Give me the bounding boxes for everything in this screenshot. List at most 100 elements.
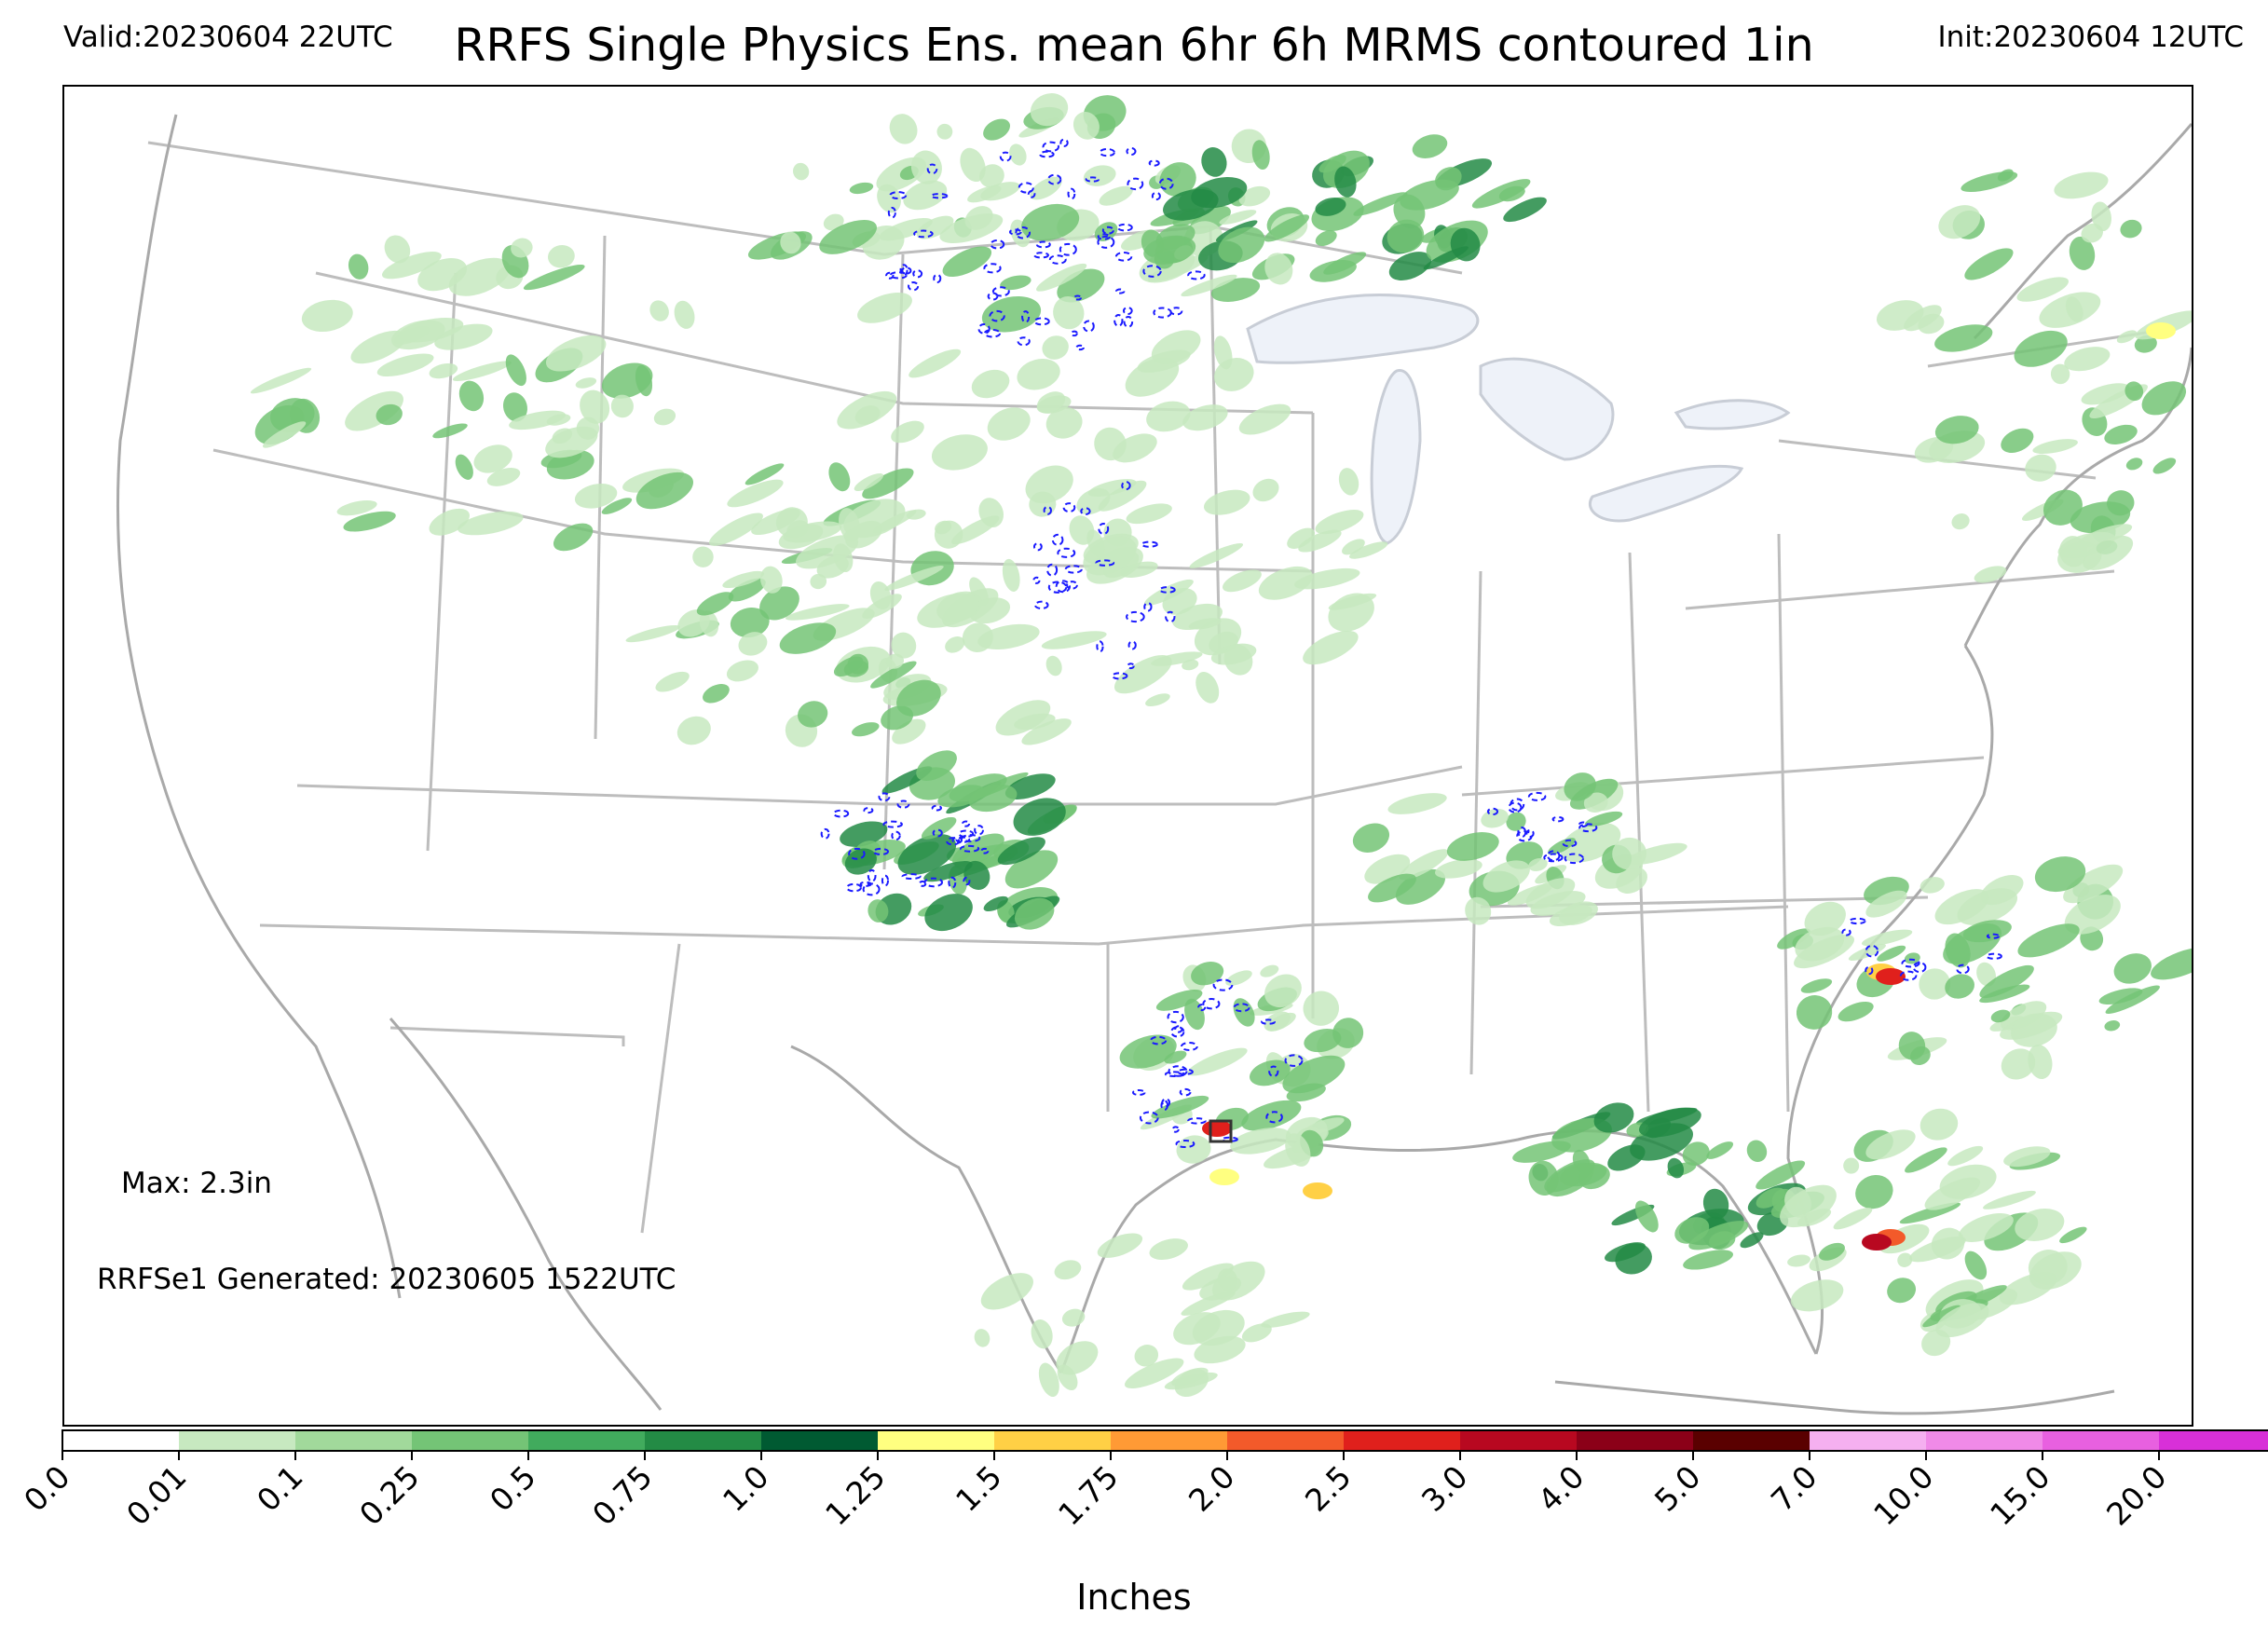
colorbar-outline [61,1429,2268,1452]
precip-cell [2017,923,2080,958]
precip-cell [2058,536,2088,567]
state-border [1469,570,1482,1075]
colorbar-tick-label: 2.5 [1298,1458,1359,1519]
contour-1in [901,266,912,275]
precip-cell [828,462,851,492]
contour-1in [891,830,901,841]
precip-cell [868,899,889,922]
contour-1in [1099,147,1115,157]
contour-1in [1143,602,1153,612]
precip-cell [977,623,1040,649]
precip-cell [1979,964,2034,999]
precip-cell [2069,236,2096,270]
precip-cell [969,597,1011,624]
contour-1in [845,882,862,893]
precip-cell [382,252,442,280]
contour-1in [1122,307,1133,316]
precip-cell [917,593,979,628]
precip-cell [1056,1341,1099,1375]
precip-cell [1029,491,1057,517]
colorbar-segment [761,1430,878,1451]
precip-cell [574,484,618,509]
contour-1in [889,271,908,280]
precip-cell [1974,566,2007,583]
contour-1in [959,844,980,853]
precip-cell [1264,974,1302,1008]
contour-1in [1018,182,1034,194]
precip-cell [1238,185,1271,207]
contour-1in [1055,580,1072,594]
contour-1in [1097,233,1111,240]
precip-cell [1145,693,1170,707]
state-border [389,1026,625,1046]
precip-cell [1146,401,1191,432]
contour-1in [848,847,866,860]
contour-1in [1171,1126,1180,1133]
precip-cell [1176,1135,1211,1164]
precip-cell [1143,235,1196,265]
precip-cell [1838,1001,1874,1022]
precip-cell [601,498,633,514]
precip-cell [798,701,828,728]
contour-1in [1067,187,1076,200]
precip-cell [677,608,710,637]
precip-cell [1323,252,1367,275]
coastline [790,1045,1063,1374]
contour-1in [987,292,999,301]
precip-cell [1951,513,1970,530]
precip-cell [2064,347,2111,372]
precip-cell [949,773,1007,802]
precip-cell [429,362,458,379]
precip-cell [1584,811,1623,827]
precip-cell [1605,1242,1646,1263]
contour-1in [908,281,920,292]
contour-1in [1116,223,1133,232]
precip-cell [978,498,1004,527]
precip-cell [974,1329,991,1347]
colorbar-tick-label: 10.0 [1866,1458,1941,1533]
contour-1in [1177,1068,1194,1075]
precip-cell [1796,995,1833,1030]
state-border [259,905,1789,946]
precip-cell [1252,478,1279,502]
contour-1in [1033,600,1049,609]
precip-cell [1338,468,1359,496]
precip-cell [1203,489,1250,515]
precip-cell [452,361,512,382]
contour-1in [1174,1025,1183,1033]
contour-1in [1261,1018,1276,1025]
precip-cell [1819,1242,1845,1261]
precip-cell [1126,503,1172,525]
precip-cell [980,1273,1033,1310]
contour-1in [1038,150,1055,158]
contour-1in [990,239,1005,250]
precip-cell [1264,1011,1291,1032]
precip-cell [1387,219,1425,253]
precip-cell [1218,226,1265,264]
heavy-precip-cell [1303,1182,1332,1199]
precip-cell [1315,510,1364,535]
precip-cell [903,180,948,211]
precip-cell [1031,1319,1053,1349]
contour-1in [1127,663,1135,670]
precip-cell [1258,566,1313,600]
init-time: Init:20230604 12UTC [1937,20,2244,54]
precip-cell [1877,945,1906,962]
coastline [1059,1129,1818,1374]
precip-cell [819,219,877,254]
precip-cell [730,608,770,638]
precip-cell [1388,252,1432,280]
precip-cell [1099,185,1133,206]
precip-cell [1530,891,1586,916]
precip-cell [2113,953,2152,984]
contour-1in [1075,344,1085,351]
contour-1in [912,269,923,279]
precip-cell [2025,454,2056,482]
precip-cell [1017,358,1060,390]
contour-1in [1167,1010,1184,1024]
precip-cell [1905,1147,1947,1173]
precip-cell [1787,1254,1810,1267]
contour-1in [1562,839,1578,848]
contour-1in [1127,640,1137,650]
colorbar-tick-label: 5.0 [1647,1458,1708,1519]
